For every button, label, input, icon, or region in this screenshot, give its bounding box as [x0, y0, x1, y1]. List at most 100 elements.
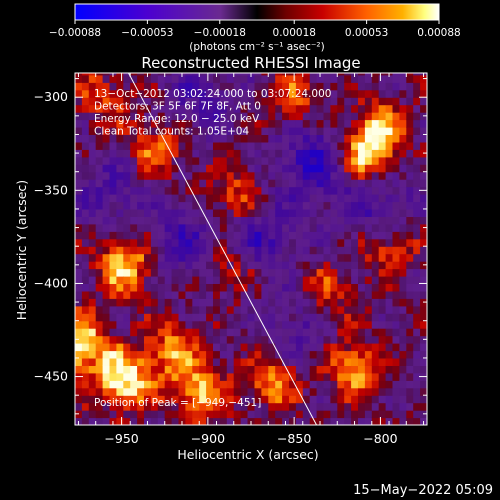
heatmap-cell	[213, 223, 221, 232]
heatmap-cell	[109, 320, 117, 329]
heatmap-cell	[371, 328, 380, 337]
heatmap-cell	[226, 343, 235, 352]
heatmap-cell	[137, 194, 145, 203]
heatmap-cell	[109, 350, 117, 359]
heatmap-cell	[351, 350, 359, 359]
heatmap-cell	[413, 164, 421, 173]
heatmap-cell	[268, 395, 276, 404]
heatmap-cell	[206, 209, 214, 217]
heatmap-cell	[351, 268, 359, 277]
heatmap-cell	[123, 74, 131, 83]
heatmap-cell	[358, 395, 366, 404]
heatmap-cell	[171, 179, 180, 188]
heatmap-cell	[219, 343, 228, 352]
heatmap-cell	[219, 320, 228, 329]
heatmap-cell	[213, 231, 221, 240]
heatmap-cell	[240, 328, 249, 337]
heatmap-cell	[102, 343, 111, 352]
heatmap-cell	[413, 328, 421, 337]
heatmap-cell	[247, 276, 255, 284]
heatmap-cell	[171, 402, 180, 411]
heatmap-cell	[137, 365, 145, 374]
image-area	[75, 73, 427, 425]
heatmap-cell	[261, 328, 269, 337]
heatmap-cell	[192, 276, 200, 284]
heatmap-cell	[247, 335, 255, 344]
heatmap-cell	[213, 410, 221, 419]
heatmap-cell	[192, 410, 200, 419]
heatmap-cell	[150, 350, 159, 359]
heatmap-cell	[185, 74, 193, 83]
heatmap-cell	[268, 171, 276, 180]
heatmap-cell	[358, 231, 366, 240]
heatmap-cell	[316, 402, 325, 411]
heatmap-cell	[323, 350, 331, 359]
heatmap-cell	[150, 365, 159, 374]
heatmap-cell	[219, 156, 228, 165]
heatmap-cell	[268, 104, 276, 113]
heatmap-cell	[102, 335, 111, 344]
heatmap-cell	[302, 372, 311, 381]
heatmap-cell	[302, 82, 311, 91]
heatmap-cell	[364, 387, 373, 396]
heatmap-cell	[192, 365, 200, 374]
heatmap-cell	[95, 283, 104, 292]
heatmap-cell	[316, 194, 325, 203]
heatmap-cell	[164, 97, 173, 106]
heatmap-cell	[171, 313, 180, 322]
heatmap-cell	[254, 216, 262, 225]
heatmap-cell	[150, 231, 159, 240]
heatmap-cell	[261, 246, 269, 255]
heatmap-cell	[399, 402, 407, 411]
heatmap-cell	[316, 298, 325, 307]
heatmap-cell	[192, 89, 200, 98]
heatmap-cell	[344, 82, 352, 91]
heatmap-cell	[413, 231, 421, 240]
heatmap-cell	[399, 261, 407, 270]
heatmap-cell	[371, 350, 380, 359]
heatmap-cell	[358, 387, 366, 396]
heatmap-cell	[185, 276, 193, 284]
heatmap-cell	[420, 179, 427, 188]
heatmap-cell	[254, 246, 262, 255]
heatmap-cell	[88, 290, 97, 299]
heatmap-cell	[240, 134, 249, 143]
heatmap-cell	[199, 261, 207, 270]
heatmap-cell	[116, 104, 124, 113]
heatmap-cell	[233, 238, 242, 247]
heatmap-cell	[213, 372, 221, 381]
heatmap-cell	[185, 305, 193, 314]
heatmap-cell	[323, 320, 331, 329]
heatmap-cell	[137, 238, 145, 247]
peak-position-label: Position of Peak = [−949,−451]	[94, 397, 261, 409]
heatmap-cell	[309, 97, 318, 106]
heatmap-cell	[351, 156, 359, 165]
heatmap-cell	[392, 171, 400, 180]
heatmap-cell	[240, 268, 249, 277]
heatmap-cell	[323, 313, 331, 322]
heatmap-cell	[406, 97, 414, 106]
heatmap-cell	[268, 209, 276, 217]
heatmap-cell	[316, 112, 325, 121]
heatmap-cell	[226, 149, 235, 158]
heatmap-cell	[81, 194, 90, 203]
heatmap-cell	[95, 372, 104, 381]
heatmap-cell	[413, 246, 421, 255]
heatmap-cell	[219, 350, 228, 359]
heatmap-cell	[219, 73, 228, 76]
heatmap-cell	[289, 410, 297, 419]
heatmap-cell	[206, 216, 214, 225]
heatmap-cell	[420, 216, 427, 225]
heatmap-cell	[109, 313, 117, 322]
heatmap-cell	[164, 358, 173, 366]
heatmap-cell	[309, 171, 318, 180]
heatmap-cell	[254, 171, 262, 180]
heatmap-cell	[254, 261, 262, 270]
heatmap-cell	[199, 365, 207, 374]
heatmap-cell	[199, 104, 207, 113]
heatmap-cell	[385, 171, 394, 180]
heatmap-cell	[226, 141, 235, 150]
heatmap-cell	[399, 343, 407, 352]
heatmap-cell	[164, 365, 173, 374]
heatmap-cell	[261, 350, 269, 359]
